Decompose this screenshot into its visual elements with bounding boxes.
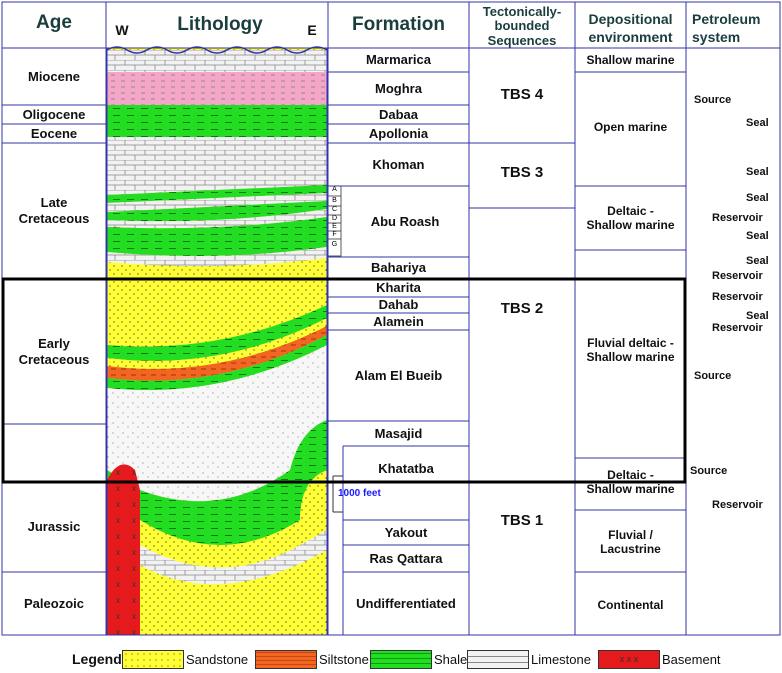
- formation-masajid: Masajid: [374, 425, 423, 441]
- env-open-marine: Open marine: [593, 119, 668, 134]
- env-fluvial-deltaic: Fluvial deltaic - Shallow marine: [586, 335, 675, 364]
- petro-source-3: Source: [690, 465, 728, 477]
- early-cretaceous-highlight-box: [1, 277, 687, 484]
- env-fluvial-lacustrine: Fluvial / Lacustrine: [600, 527, 661, 556]
- legend-swatch-sandstone: [122, 650, 184, 669]
- legend-label-sandstone: Sandstone: [186, 652, 249, 667]
- env-deltaic-shallow-marine: Deltaic - Shallow marine: [586, 203, 675, 232]
- formation-yakout: Yakout: [384, 524, 428, 540]
- env-shallow-marine: Shallow marine: [586, 52, 675, 67]
- formation-khatatba: Khatatba: [378, 460, 434, 476]
- header-west: W: [115, 22, 129, 38]
- petro-reservoir-5: Reservoir: [712, 499, 763, 511]
- legend-swatch-shale: [370, 650, 432, 669]
- petro-reservoir-1: Reservoir: [712, 212, 763, 224]
- petro-source-1: Source: [694, 94, 732, 106]
- formation-dabaa: Dabaa: [378, 106, 419, 122]
- formation-alamein: Alamein: [373, 313, 424, 329]
- petro-seal-5: Seal: [746, 255, 769, 267]
- formation-marmarica: Marmarica: [365, 52, 432, 68]
- header-lithology: Lithology: [177, 14, 263, 35]
- sequence-tbs1: TBS 1: [500, 512, 544, 529]
- petro-reservoir-4: Reservoir: [712, 322, 763, 334]
- formation-khoman: Khoman: [372, 156, 425, 172]
- petro-seal-1: Seal: [746, 117, 769, 129]
- legend-swatch-siltstone: [255, 650, 317, 669]
- age-jurassic: Jurassic: [27, 519, 81, 535]
- sequence-tbs4: TBS 4: [500, 86, 544, 103]
- formation-kharita: Kharita: [376, 280, 421, 296]
- age-oligocene: Oligocene: [22, 106, 86, 122]
- petro-seal-6: Seal: [746, 310, 769, 322]
- sequence-tbs3: TBS 3: [500, 164, 544, 181]
- formation-abu-roash: Abu Roash: [370, 213, 440, 229]
- legend-label-siltstone: Siltstone: [319, 652, 369, 667]
- petro-seal-3: Seal: [746, 192, 769, 204]
- abu-roash-member-f: F: [332, 231, 337, 238]
- header-age: Age: [36, 12, 72, 33]
- legend-swatch-basement: x x x: [598, 650, 660, 669]
- abu-roash-member-b: B: [332, 197, 337, 204]
- abu-roash-member-a: A: [332, 186, 337, 193]
- formation-apollonia: Apollonia: [368, 125, 429, 141]
- formation-dahab: Dahab: [378, 297, 419, 313]
- petro-reservoir-3: Reservoir: [712, 291, 763, 303]
- abu-roash-member-e: E: [332, 223, 337, 230]
- sequence-tbs2: TBS 2: [500, 300, 544, 317]
- header-formation: Formation: [352, 14, 445, 35]
- formation-moghra: Moghra: [375, 80, 422, 96]
- formation-bahariya: Bahariya: [371, 260, 426, 276]
- header-petroleum: Petroleum system: [692, 11, 761, 46]
- petro-seal-4: Seal: [746, 230, 769, 242]
- age-eocene: Eocene: [30, 125, 78, 141]
- formation-undifferentiated: Undifferentiated: [356, 595, 456, 611]
- legend-label-basement: Basement: [662, 652, 721, 667]
- petro-seal-2: Seal: [746, 166, 769, 178]
- petro-source-2: Source: [694, 370, 732, 382]
- legend-label-shale: Shale: [434, 652, 468, 667]
- age-paleozoic: Paleozoic: [24, 595, 84, 611]
- env-continental: Continental: [597, 597, 664, 612]
- abu-roash-member-c: C: [331, 206, 338, 213]
- header-east: E: [307, 22, 317, 38]
- abu-roash-member-d: D: [331, 215, 338, 222]
- formation-ras-qattara: Ras Qattara: [369, 550, 443, 566]
- age-miocene: Miocene: [27, 68, 80, 84]
- legend-title: Legend:: [72, 651, 127, 667]
- formation-alam-el-bueib: Alam El Bueib: [354, 367, 443, 383]
- age-late-cretaceous: Late Cretaceous: [18, 195, 90, 226]
- legend-swatch-limestone: [467, 650, 529, 669]
- petro-reservoir-2: Reservoir: [712, 270, 763, 282]
- scale-label: 1000 feet: [338, 488, 381, 499]
- env-deltaic-shallow-marine-2: Deltaic - Shallow marine: [586, 467, 675, 496]
- header-sequences: Tectonically- bounded Sequences: [482, 4, 562, 48]
- age-early-cretaceous: Early Cretaceous: [18, 335, 90, 367]
- abu-roash-member-g: G: [331, 241, 338, 248]
- header-environment: Depositional environment: [588, 11, 673, 46]
- legend-label-limestone: Limestone: [531, 652, 591, 667]
